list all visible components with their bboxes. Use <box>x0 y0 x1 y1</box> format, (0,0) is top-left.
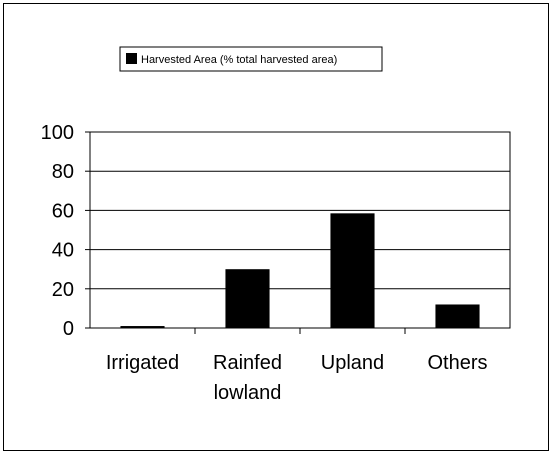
x-category-label: Irrigated <box>106 352 179 374</box>
y-tick-label: 40 <box>52 240 74 262</box>
legend-box <box>119 46 383 72</box>
legend: Harvested Area (% total harvested area) <box>119 46 383 72</box>
y-tick-label: 100 <box>41 122 74 144</box>
plot-area <box>89 131 511 329</box>
chart-frame <box>3 3 549 451</box>
bar-upland <box>330 213 375 328</box>
y-tick-label: 0 <box>63 318 74 340</box>
x-category-label-line: Rainfed <box>213 352 282 374</box>
axes <box>85 131 511 334</box>
x-category-label-line: Irrigated <box>106 352 179 374</box>
y-tick-label: 80 <box>52 161 74 183</box>
x-category-label: Upland <box>321 352 384 374</box>
legend-swatch <box>126 53 137 64</box>
x-category-label-line: Others <box>427 352 487 374</box>
x-category-label-line: lowland <box>214 382 282 404</box>
bars <box>120 213 480 328</box>
y-tick-label: 60 <box>52 200 74 222</box>
y-tick-label: 20 <box>52 279 74 301</box>
bar-rainfed-lowland <box>225 269 270 328</box>
legend-label: Harvested Area (% total harvested area) <box>141 54 337 66</box>
gridlines <box>90 170 510 290</box>
bar-others <box>435 304 480 328</box>
x-category-label-line: Upland <box>321 352 384 374</box>
bar-irrigated <box>120 326 165 328</box>
y-tick-labels: 0 20 40 60 80 100 <box>41 122 74 340</box>
x-category-labels: Irrigated Rainfed lowland Upland Others <box>106 352 488 404</box>
x-category-label: Others <box>427 352 487 374</box>
x-category-label: Rainfed lowland <box>213 352 282 404</box>
